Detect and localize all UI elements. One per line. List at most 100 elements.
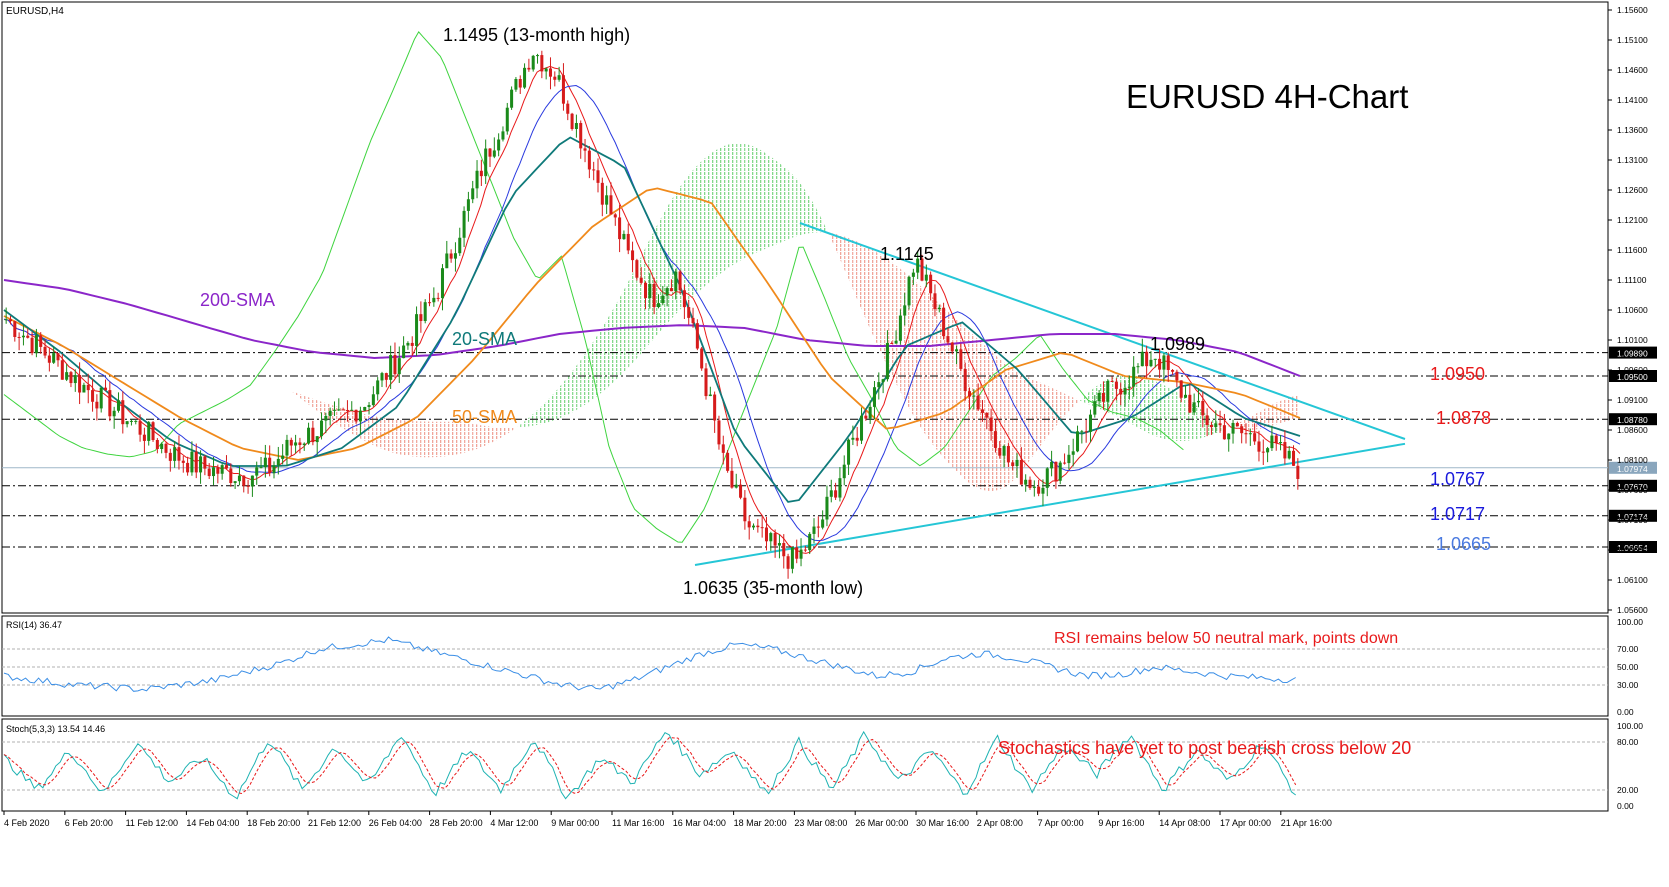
candle-body [1058, 462, 1062, 481]
candle-body [626, 233, 630, 251]
candle-body [324, 415, 328, 421]
cloud-segment [1025, 376, 1030, 466]
candle-body [942, 307, 946, 337]
level-label-1-0717: 1.0717 [1430, 504, 1485, 524]
cloud-segment [511, 427, 516, 431]
candle-body [747, 521, 751, 528]
price-tick-label: 1.14100 [1617, 95, 1648, 105]
candle-body [661, 295, 665, 304]
cloud-segment [546, 397, 551, 423]
oscillators: 100.00 70.00 50.00 30.00 0.00 100.00 80.00 20.0… [2, 617, 1643, 811]
candle-body [1063, 462, 1067, 464]
candle-body [1227, 433, 1231, 440]
cloud-segment [533, 409, 538, 426]
candle-body [864, 415, 868, 419]
candle-body [207, 468, 211, 477]
candle-body [142, 434, 146, 441]
time-tick-label: 6 Feb 20:00 [65, 818, 113, 828]
candle-body [743, 497, 747, 522]
cloud-segment [865, 246, 871, 330]
candle-body [1205, 415, 1209, 425]
annotation-high: 1.1495 (13-month high) [443, 25, 630, 45]
cloud-segment [749, 144, 754, 256]
cloud-segment [684, 175, 689, 306]
candle-body [337, 409, 341, 411]
cloud-segment [1250, 414, 1255, 431]
candle-body [397, 358, 401, 375]
candle-body [1101, 392, 1105, 402]
cloud-segment [718, 146, 724, 275]
candle-body [548, 68, 552, 77]
cloud-segment [1181, 394, 1186, 442]
cloud-segment [490, 426, 495, 444]
candle-body [803, 549, 807, 551]
sma20-label: 20-SMA [452, 329, 517, 349]
time-tick-label: 9 Apr 16:00 [1098, 818, 1144, 828]
cloud-segment [429, 421, 434, 458]
stoch-main-line [3, 730, 1296, 800]
candle-body [453, 253, 457, 259]
candle-body [242, 475, 246, 486]
candle-body [1050, 461, 1054, 469]
candle-body [320, 420, 324, 437]
candle-body [216, 467, 220, 474]
cloud-segment [598, 327, 603, 396]
candle-body [816, 526, 820, 528]
candle-body [194, 451, 198, 473]
cloud-segment [576, 359, 581, 411]
cloud-segment [161, 337, 166, 340]
candle-body [1171, 369, 1175, 372]
candle-body [587, 150, 591, 170]
candle-body [881, 379, 885, 383]
cloud-segment [995, 355, 1000, 491]
candle-body [972, 395, 976, 397]
candle-body [108, 390, 112, 417]
cloud-segment [805, 190, 810, 234]
candle-body [86, 384, 90, 391]
candle-body [1002, 445, 1006, 456]
cloud-segment [403, 420, 408, 456]
cloud-segment [1055, 389, 1061, 427]
cloud-segment [1099, 381, 1104, 411]
cloud-segment [407, 420, 413, 457]
cloud-segment [753, 146, 758, 254]
candle-body [1136, 366, 1140, 368]
cloud-segment [779, 163, 784, 243]
candle-body [168, 452, 172, 461]
cloud-segment [187, 349, 192, 352]
cloud-segment [1060, 391, 1065, 422]
candle-body [1283, 442, 1287, 459]
cloud-segment [308, 397, 313, 408]
candle-body [618, 217, 622, 240]
candle-body [976, 395, 980, 410]
cloud-segment [1263, 407, 1268, 429]
candle-body [203, 456, 207, 469]
cloud-segment [140, 328, 145, 331]
cloud-segment [559, 382, 564, 419]
cloud-segment [857, 241, 862, 310]
cloud-segment [891, 262, 897, 384]
cloud-segment [917, 283, 922, 430]
candle-body [924, 274, 928, 281]
candle-body [855, 437, 859, 441]
price-tick-label: 1.15100 [1617, 35, 1648, 45]
candle-body [1097, 392, 1101, 402]
candle-body [1145, 351, 1149, 367]
candle-body [989, 417, 993, 432]
candle-body [782, 543, 786, 557]
candle-body [406, 342, 410, 346]
candle-body [648, 283, 652, 299]
cloud-segment [723, 144, 728, 272]
candle-body [1196, 400, 1200, 403]
candle-body [462, 210, 466, 238]
candle-body [315, 436, 319, 443]
candle-body [1041, 487, 1045, 494]
candle-body [60, 360, 64, 380]
cloud-segment [870, 248, 875, 339]
candle-body [1201, 400, 1205, 416]
candle-body [263, 457, 267, 468]
cloud-segment [442, 421, 447, 457]
candle-body [713, 394, 717, 421]
candle-body [410, 342, 414, 346]
cloud-segment [420, 421, 426, 458]
